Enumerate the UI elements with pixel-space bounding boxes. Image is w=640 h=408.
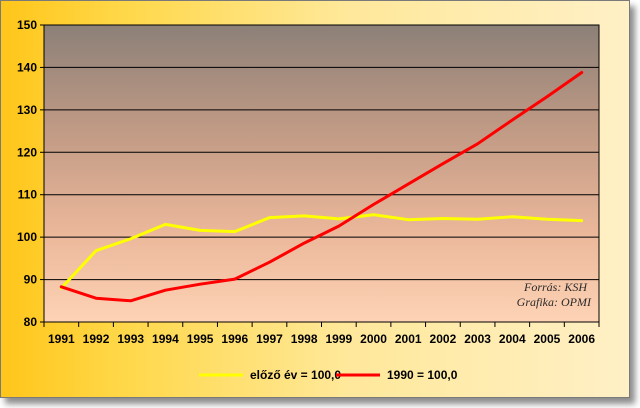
x-tick-label: 1999 [325, 332, 352, 346]
y-tick-label: 150 [17, 18, 37, 32]
y-tick-label: 140 [17, 60, 37, 74]
x-axis: 1991 1992 1993 1994 1995 1996 1997 1998 1999 2000… [43, 322, 600, 346]
y-tick-label: 130 [17, 103, 37, 117]
legend: előző év = 100,0 1990 = 100,0 [199, 368, 458, 382]
x-tick-label: 1996 [221, 332, 248, 346]
graphics-annotation: Grafika: OPMI [517, 295, 592, 309]
x-tick-label: 2000 [360, 332, 387, 346]
x-tick-label: 2006 [568, 332, 595, 346]
source-annotation: Forrás: KSH [523, 280, 588, 294]
series-line-0 [59, 213, 584, 290]
x-tick-label: 1995 [187, 332, 214, 346]
y-tick-label: 90 [24, 273, 38, 287]
x-tick-label: 2002 [430, 332, 457, 346]
legend-label-1: 1990 = 100,0 [387, 368, 458, 382]
y-axis: 80 90 100 110 120 130 140 150 [17, 18, 44, 329]
x-tick-label: 1993 [117, 332, 144, 346]
legend-label-0: előző év = 100,0 [250, 368, 341, 382]
x-tick-label: 2001 [395, 332, 422, 346]
x-tick-label: 1998 [291, 332, 318, 346]
series-lines [59, 71, 584, 303]
plot-area [43, 24, 600, 323]
x-tick-label: 2004 [499, 332, 526, 346]
x-tick-label: 1992 [83, 332, 110, 346]
x-tick-label: 1997 [256, 332, 283, 346]
y-tick-label: 80 [24, 315, 38, 329]
y-tick-label: 100 [17, 230, 37, 244]
y-tick-label: 110 [18, 188, 38, 202]
x-tick-label: 1991 [48, 332, 75, 346]
x-tick-label: 2003 [464, 332, 491, 346]
series-line-1 [59, 71, 584, 303]
x-tick-label: 1994 [152, 332, 179, 346]
y-tick-label: 120 [17, 145, 37, 159]
x-tick-label: 2005 [534, 332, 561, 346]
